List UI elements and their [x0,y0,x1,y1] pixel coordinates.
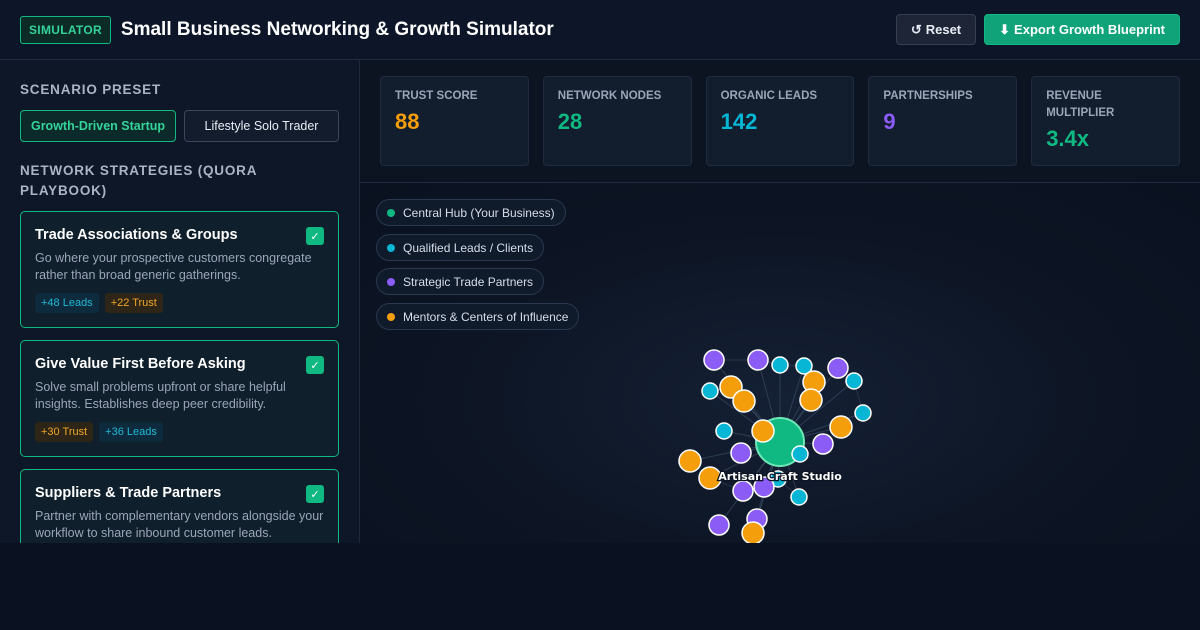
mentor-node[interactable] [698,466,722,490]
mentor-node[interactable] [732,389,756,413]
mentor-node[interactable] [751,419,775,443]
preset-growth-driven-startup[interactable]: Growth-Driven Startup [20,110,176,142]
strategy-description: Solve small problems upfront or share he… [35,380,286,411]
network-graph-canvas[interactable]: Artisan Craft Studio Central Hub (Your B… [360,183,1200,543]
reset-button-label: Reset [925,22,962,37]
header-actions: ↺ Reset ⬇ Export Growth Blueprint [895,14,1180,45]
strategy-title: Suppliers & Trade Partners [35,485,222,501]
legend-label: Strategic Trade Partners [403,274,534,289]
leads-tag: +48 Leads [35,293,99,313]
lead-node[interactable] [845,372,863,390]
export-button-label: Export Growth Blueprint [1014,22,1165,37]
legend-dot [387,312,395,321]
reset-icon: ↺ [910,21,922,37]
legend-item-mentors: Mentors & Centers of Influence [376,303,580,330]
hub-label: Artisan Craft Studio [718,470,842,483]
stat-revenue-multiplier: Revenue Multiplier 3.4x [1031,76,1180,166]
preset-toggle-group: Growth-Driven Startup Lifestyle Solo Tra… [20,110,339,142]
page-footer-blank [0,543,1200,630]
download-icon: ⬇ [999,21,1011,37]
simulator-badge: SIMULATOR [20,15,111,44]
lead-node[interactable] [715,422,733,440]
stat-value: 28 [557,109,583,134]
partner-node[interactable] [703,349,725,371]
stat-network-nodes: Network Nodes 28 [542,76,692,166]
strategy-card-suppliers-partners[interactable]: Suppliers & Trade Partners ✓ Partner wit… [20,469,339,543]
legend-label: Mentors & Centers of Influence [403,309,569,324]
preset-lifestyle-solo-trader[interactable]: Lifestyle Solo Trader [184,110,339,142]
trust-tag: +22 Trust [104,293,163,313]
stat-partnerships: Partnerships 9 [868,76,1018,166]
strategy-description: Partner with complementary vendors along… [35,509,324,540]
strategy-tags: +48 Leads +22 Trust [35,293,324,313]
trust-tag: +30 Trust [35,422,94,442]
strategy-title: Trade Associations & Groups [35,227,238,243]
stat-value: 3.4x [1046,126,1090,151]
partner-node[interactable] [730,442,752,464]
reset-button[interactable]: ↺ Reset [895,14,977,45]
legend-dot [387,243,395,252]
mentor-node[interactable] [829,415,853,439]
strategy-title: Give Value First Before Asking [35,356,246,372]
lead-node[interactable] [790,488,808,506]
stat-label: Trust Score [395,90,478,102]
strategy-card-give-value-first[interactable]: Give Value First Before Asking ✓ Solve s… [20,340,339,457]
strategy-description: Go where your prospective customers cong… [35,251,312,282]
top-header: SIMULATOR Small Business Networking & Gr… [0,0,1200,60]
legend-label: Central Hub (Your Business) [403,205,555,220]
legend-dot [387,277,395,286]
stat-trust-score: Trust Score 88 [380,76,529,166]
partner-node[interactable] [708,514,730,536]
sidebar: Scenario Preset Growth-Driven Startup Li… [0,60,360,543]
legend-dot [387,208,395,217]
lead-node[interactable] [701,382,719,400]
checkbox-checked-icon[interactable]: ✓ [306,485,324,503]
mentor-node[interactable] [799,388,823,412]
partner-node[interactable] [812,433,834,455]
network-graph[interactable]: Artisan Craft Studio [360,183,1200,543]
mentor-node[interactable] [678,449,702,473]
network-strategies-heading: Network Strategies (Quora Playbook) [20,163,257,198]
strategy-card-trade-associations[interactable]: Trade Associations & Groups ✓ Go where y… [20,211,339,328]
stat-organic-leads: Organic Leads 142 [705,76,855,166]
legend-item-leads: Qualified Leads / Clients [376,234,545,261]
stat-label: Network Nodes [557,90,662,102]
leads-tag: +36 Leads [99,422,163,442]
partner-node[interactable] [747,349,769,371]
export-growth-blueprint-button[interactable]: ⬇ Export Growth Blueprint [984,14,1180,45]
strategy-tags: +30 Trust +36 Leads [35,422,324,442]
lead-node[interactable] [854,404,872,422]
checkbox-checked-icon[interactable]: ✓ [306,356,324,374]
main-panel: Trust Score 88 Network Nodes 28 Organic … [360,60,1200,543]
stats-row: Trust Score 88 Network Nodes 28 Organic … [360,60,1200,183]
lead-node[interactable] [795,357,813,375]
lead-node[interactable] [791,445,809,463]
stat-value: 142 [720,109,758,134]
checkbox-checked-icon[interactable]: ✓ [306,227,324,245]
stat-value: 9 [883,109,896,134]
stat-label: Revenue Multiplier [1046,90,1115,119]
partner-node[interactable] [827,357,849,379]
stat-label: Partnerships [883,90,973,102]
scenario-preset-heading: Scenario Preset [20,82,162,97]
legend-label: Qualified Leads / Clients [403,240,534,255]
mentor-node[interactable] [741,521,765,543]
legend-item-central-hub: Central Hub (Your Business) [376,199,566,226]
partner-node[interactable] [753,476,775,498]
lead-node[interactable] [771,356,789,374]
stat-label: Organic Leads [720,90,818,102]
page-title: Small Business Networking & Growth Simul… [120,18,554,40]
partner-node[interactable] [732,480,754,502]
stat-value: 88 [395,109,420,134]
legend-item-partners: Strategic Trade Partners [376,268,545,295]
